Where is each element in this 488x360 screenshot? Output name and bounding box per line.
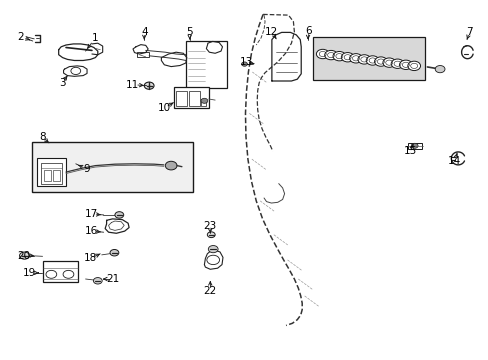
Text: 11: 11 xyxy=(125,80,139,90)
Bar xyxy=(137,52,149,57)
Bar xyxy=(53,170,60,181)
Circle shape xyxy=(115,212,123,218)
Circle shape xyxy=(316,49,328,59)
Circle shape xyxy=(399,60,411,69)
Circle shape xyxy=(390,59,403,68)
Circle shape xyxy=(357,55,370,64)
Text: 4: 4 xyxy=(141,27,147,37)
Bar xyxy=(188,91,199,106)
Circle shape xyxy=(407,61,420,71)
Text: 12: 12 xyxy=(264,27,278,37)
Text: 20: 20 xyxy=(17,251,30,261)
Circle shape xyxy=(434,66,444,73)
Bar xyxy=(42,261,78,282)
Bar xyxy=(43,170,51,181)
Circle shape xyxy=(382,58,395,67)
Bar xyxy=(37,158,66,186)
Text: 9: 9 xyxy=(83,164,90,174)
Text: 5: 5 xyxy=(186,27,193,37)
Circle shape xyxy=(241,62,247,66)
Circle shape xyxy=(341,53,353,62)
Circle shape xyxy=(332,51,345,61)
Circle shape xyxy=(366,56,378,65)
Circle shape xyxy=(165,161,177,170)
Text: 3: 3 xyxy=(59,78,65,88)
Bar xyxy=(407,143,421,149)
Circle shape xyxy=(374,57,386,66)
Text: 7: 7 xyxy=(465,27,472,37)
Bar xyxy=(173,87,208,108)
Text: 17: 17 xyxy=(85,209,99,219)
Bar xyxy=(201,99,206,106)
Circle shape xyxy=(349,54,362,63)
Bar xyxy=(312,37,425,80)
Text: 18: 18 xyxy=(83,253,97,264)
Circle shape xyxy=(207,232,215,238)
Circle shape xyxy=(410,143,417,148)
Circle shape xyxy=(144,82,154,89)
Circle shape xyxy=(110,249,119,256)
Text: 15: 15 xyxy=(403,146,417,156)
Circle shape xyxy=(324,50,337,60)
Bar xyxy=(176,91,186,106)
Circle shape xyxy=(20,252,29,259)
Bar xyxy=(41,163,62,184)
Text: 10: 10 xyxy=(158,103,170,113)
Text: 8: 8 xyxy=(39,132,46,142)
Text: 21: 21 xyxy=(105,274,119,284)
Text: 22: 22 xyxy=(203,285,217,296)
Text: 2: 2 xyxy=(18,32,24,42)
Circle shape xyxy=(93,278,102,284)
Text: 1: 1 xyxy=(92,33,99,43)
Text: 6: 6 xyxy=(304,26,311,36)
Circle shape xyxy=(208,246,218,253)
Text: 19: 19 xyxy=(22,268,36,278)
Bar xyxy=(32,142,193,192)
Text: 16: 16 xyxy=(85,226,99,236)
Text: 14: 14 xyxy=(447,156,461,166)
Text: 23: 23 xyxy=(203,221,217,231)
Bar xyxy=(185,41,227,88)
Text: 13: 13 xyxy=(239,57,252,67)
Circle shape xyxy=(201,98,207,103)
